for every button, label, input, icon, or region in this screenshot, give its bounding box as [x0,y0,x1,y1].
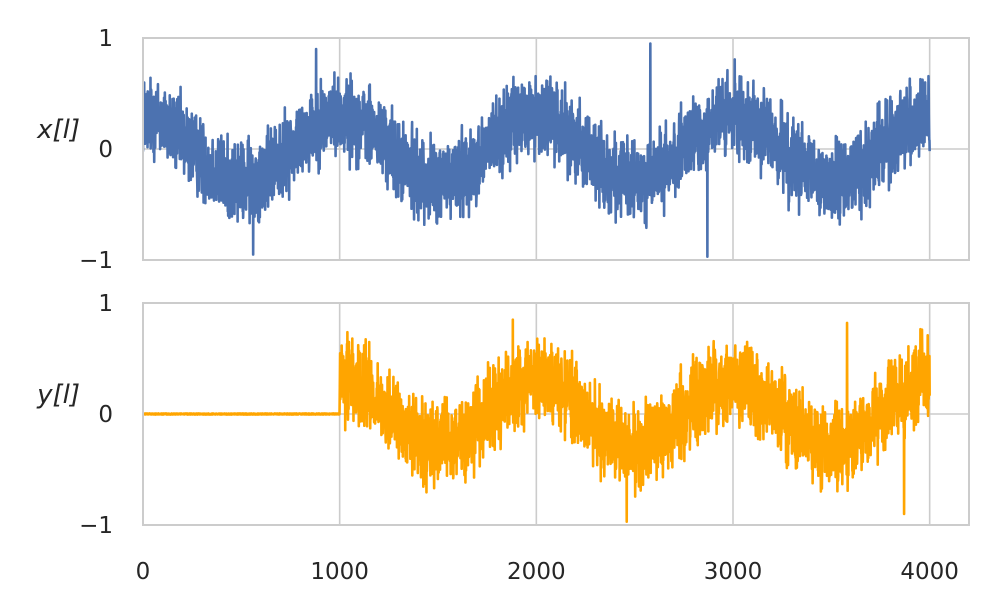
ytick-label: 0 [98,402,113,428]
ytick-label: 1 [98,26,113,52]
top-ytick-labels: −1 0 1 [79,26,113,274]
xtick-label: 4000 [900,559,959,585]
bottom-ylabel: y[l] [36,380,80,410]
xtick-label: 2000 [507,559,566,585]
xtick-label: 3000 [704,559,763,585]
ytick-label: −1 [79,248,113,274]
bottom-ytick-labels: −1 0 1 [79,291,113,539]
bottom-panel-y: −1 0 1 0 1000 2000 3000 4000 y[l] [36,291,970,585]
xtick-label: 1000 [310,559,369,585]
series-line [143,42,931,258]
bottom-xtick-labels: 0 1000 2000 3000 4000 [136,559,959,585]
bottom-series [143,318,931,523]
ytick-label: 0 [98,137,113,163]
series-line [143,318,931,523]
top-series [143,42,931,258]
top-frame [142,37,970,261]
bottom-frame [142,302,970,526]
top-panel-x: −1 0 1 x[l] [36,26,970,274]
ytick-label: −1 [79,513,113,539]
top-ylabel: x[l] [36,115,80,145]
xtick-label: 0 [136,559,151,585]
ytick-label: 1 [98,291,113,317]
